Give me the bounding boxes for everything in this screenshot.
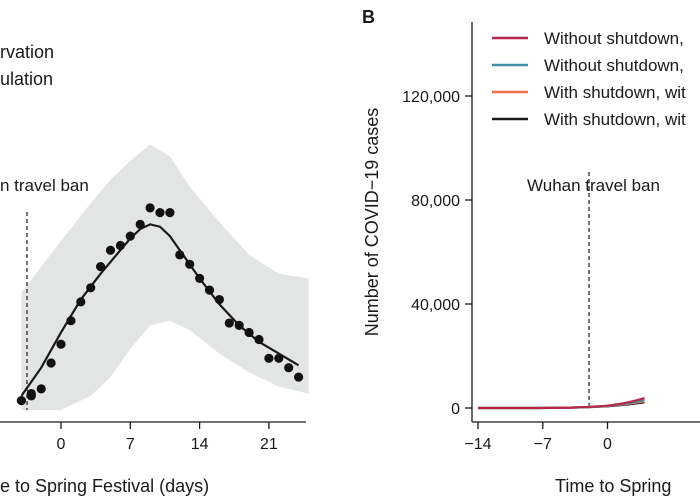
observation-point — [234, 320, 244, 330]
legend-label-4: With shutdown, wit — [544, 110, 686, 129]
panel-a: 0 7 14 21 rvation ulation n travel ban e to… — [0, 42, 309, 496]
series-line — [478, 397, 645, 410]
x-tick-label-a: 21 — [260, 436, 278, 453]
observation-point — [46, 358, 56, 368]
observation-point — [294, 372, 304, 382]
observation-point — [96, 262, 106, 272]
observation-point — [244, 327, 254, 338]
x-tick-label-a: 7 — [126, 436, 135, 453]
observation-point — [56, 339, 66, 349]
x-ticks-b: −14 −7 0 — [464, 422, 612, 453]
observation-point — [86, 283, 96, 293]
simulation-band — [21, 144, 309, 410]
x-tick-label-b: 0 — [603, 436, 612, 453]
observation-point — [145, 203, 155, 213]
panel-b: B 0 40,000 80,000 120,000 −14 −7 0 Number of … — [362, 7, 700, 496]
x-tick-label-a: 0 — [57, 436, 66, 453]
observation-point — [26, 388, 36, 399]
observation-point — [185, 259, 195, 269]
observation-point — [204, 285, 215, 295]
observation-point — [115, 240, 125, 251]
observation-point — [284, 363, 294, 373]
observation-point — [254, 334, 264, 345]
observation-point — [165, 208, 175, 218]
y-ticks-b: 0 40,000 80,000 120,000 — [402, 89, 472, 418]
y-tick-label-b: 40,000 — [411, 297, 460, 314]
observation-point — [195, 273, 205, 283]
x-tick-label-b: −7 — [534, 436, 552, 453]
x-tick-label-b: −14 — [464, 436, 491, 453]
legend-observation-label: rvation — [0, 42, 54, 62]
observation-point — [135, 219, 145, 229]
y-tick-label-b: 80,000 — [411, 193, 460, 210]
observation-point — [264, 353, 274, 363]
observation-points — [16, 203, 304, 406]
y-tick-label-b: 0 — [451, 401, 460, 418]
observation-point — [155, 208, 165, 218]
panel-letter-b: B — [362, 7, 375, 27]
x-ticks-a: 0 7 14 21 — [57, 422, 278, 453]
legend-label-2: Without shutdown, — [544, 56, 684, 75]
legend-label-3: With shutdown, wit — [544, 83, 686, 102]
observation-point — [16, 396, 26, 406]
travel-ban-label-a: n travel ban — [0, 176, 89, 195]
x-tick-label-a: 14 — [191, 436, 209, 453]
observation-point — [36, 384, 46, 394]
observation-point — [175, 250, 185, 260]
series-lines-b — [478, 397, 645, 410]
observation-point — [214, 294, 224, 305]
legend-simulation-label: ulation — [0, 69, 53, 89]
x-axis-title-b: Time to Spring — [555, 476, 671, 496]
observation-point — [224, 318, 234, 328]
observation-point — [76, 297, 86, 307]
legend-b: Without shutdown, Without shutdown, With… — [492, 29, 686, 129]
observation-point — [105, 245, 116, 255]
observation-point — [66, 316, 76, 326]
x-axis-title-a: e to Spring Festival (days) — [0, 476, 209, 496]
y-axis-title-b: Number of COVID−19 cases — [362, 108, 382, 337]
observation-point — [274, 353, 284, 363]
y-tick-label-b: 120,000 — [402, 89, 460, 106]
observation-point — [125, 231, 135, 241]
travel-ban-label-b: Wuhan travel ban — [527, 176, 660, 195]
legend-label-1: Without shutdown, — [544, 29, 684, 48]
